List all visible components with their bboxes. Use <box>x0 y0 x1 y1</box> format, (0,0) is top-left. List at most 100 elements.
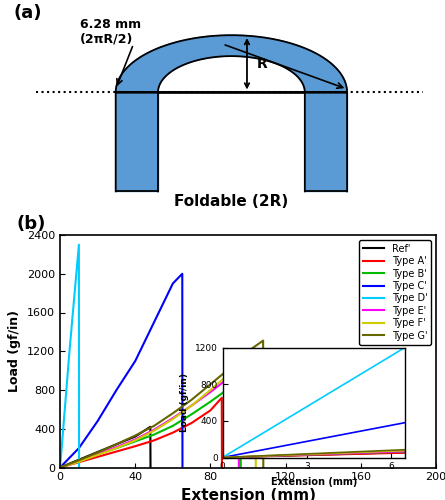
Type B' <box>151 432 157 438</box>
Type A' <box>95 454 101 460</box>
Type F' <box>76 458 81 464</box>
Type E' <box>133 436 138 442</box>
Line: Type B': Type B' <box>60 376 241 468</box>
Type D' <box>76 242 81 248</box>
Legend: Ref', Type A', Type B', Type C', Type D', Type E', Type F', Type G': Ref', Type A', Type B', Type C', Type D'… <box>359 240 431 344</box>
Ref' <box>114 441 119 447</box>
Type F' <box>189 402 194 408</box>
Type C' <box>170 280 175 286</box>
Type A' <box>219 464 225 470</box>
Type E' <box>57 464 63 470</box>
Type G' <box>246 348 251 354</box>
Type C' <box>133 358 138 364</box>
Type C' <box>180 464 185 470</box>
Type A' <box>170 430 175 436</box>
Text: (b): (b) <box>17 214 46 232</box>
Type C' <box>114 387 119 393</box>
Type B' <box>189 411 194 417</box>
Ref' <box>148 464 153 470</box>
Type F' <box>208 387 213 393</box>
Type F' <box>246 355 251 361</box>
Y-axis label: Load (gf/in): Load (gf/in) <box>8 310 21 392</box>
Type F' <box>227 370 232 376</box>
Type A' <box>57 464 63 470</box>
Type G' <box>189 396 194 402</box>
Type G' <box>133 432 138 438</box>
Polygon shape <box>305 92 347 192</box>
Type F' <box>253 464 259 470</box>
Text: R: R <box>257 57 267 71</box>
Type F' <box>95 452 101 458</box>
Type A' <box>151 438 157 444</box>
Type B' <box>238 464 243 470</box>
Type C' <box>151 319 157 325</box>
Type A' <box>76 459 81 465</box>
Type G' <box>261 464 266 470</box>
Line: Type A': Type A' <box>60 398 222 468</box>
Type E' <box>227 374 232 380</box>
Text: (a): (a) <box>13 4 42 22</box>
Ref' <box>76 457 81 463</box>
Type F' <box>57 464 63 470</box>
Type G' <box>95 450 101 456</box>
Type B' <box>114 445 119 451</box>
Type B' <box>238 372 243 378</box>
Type C' <box>180 271 185 277</box>
Type F' <box>151 428 157 434</box>
Type B' <box>76 458 81 464</box>
Type G' <box>227 366 232 372</box>
Type E' <box>208 389 213 395</box>
Line: Type F': Type F' <box>60 351 256 468</box>
Type A' <box>133 443 138 449</box>
Type B' <box>95 451 101 457</box>
Ref' <box>148 424 153 430</box>
Type B' <box>170 423 175 429</box>
Type C' <box>76 445 81 451</box>
Type E' <box>236 368 241 374</box>
Type G' <box>76 457 81 463</box>
Line: Type E': Type E' <box>60 370 239 468</box>
Type F' <box>170 416 175 422</box>
Type D' <box>77 464 82 470</box>
Type F' <box>114 445 119 451</box>
Type G' <box>57 464 63 470</box>
Type B' <box>57 464 63 470</box>
Type A' <box>219 395 224 401</box>
Text: 6.28 mm
(2πR/2): 6.28 mm (2πR/2) <box>80 18 141 46</box>
Type E' <box>76 458 81 464</box>
Type E' <box>189 402 194 408</box>
Type B' <box>133 438 138 444</box>
Type A' <box>189 420 194 426</box>
Line: Ref': Ref' <box>60 427 150 468</box>
Line: Type C': Type C' <box>60 274 182 468</box>
Type A' <box>208 408 213 414</box>
Type G' <box>151 423 157 429</box>
Type G' <box>170 410 175 416</box>
Line: Type G': Type G' <box>60 340 263 468</box>
Type F' <box>133 438 138 444</box>
Type C' <box>57 464 63 470</box>
Polygon shape <box>116 92 158 192</box>
Type G' <box>114 441 119 447</box>
Type D' <box>57 464 63 470</box>
Type B' <box>208 398 213 404</box>
Type E' <box>236 464 242 470</box>
Polygon shape <box>116 35 347 92</box>
Type E' <box>114 444 119 450</box>
Ref' <box>95 449 101 455</box>
Type F' <box>253 348 258 354</box>
X-axis label: Extension (mm): Extension (mm) <box>271 477 357 487</box>
Ref' <box>133 434 138 440</box>
Line: Type D': Type D' <box>60 244 79 468</box>
Type A' <box>114 448 119 454</box>
Type B' <box>227 385 232 391</box>
Type E' <box>170 415 175 421</box>
Type G' <box>260 338 266 344</box>
Type C' <box>95 418 101 424</box>
Type G' <box>208 381 213 387</box>
Type E' <box>95 451 101 457</box>
X-axis label: Extension (mm): Extension (mm) <box>181 488 316 500</box>
Y-axis label: Load (gf/in): Load (gf/in) <box>180 373 189 432</box>
Text: Foldable (2R): Foldable (2R) <box>174 194 288 209</box>
Type D' <box>67 348 72 354</box>
